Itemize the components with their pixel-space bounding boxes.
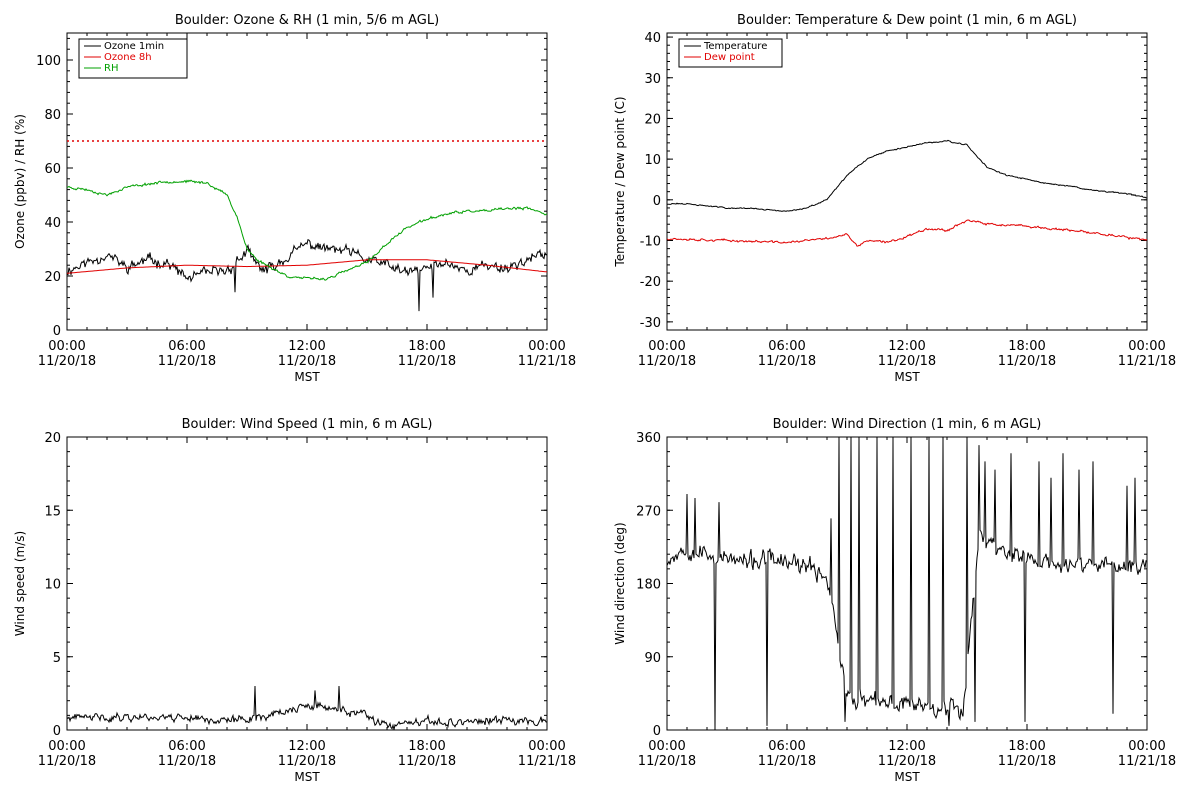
legend-label: Ozone 1min bbox=[104, 41, 164, 52]
legend-label: Temperature bbox=[703, 41, 767, 52]
y-tick-label: -30 bbox=[640, 316, 661, 331]
y-tick-label: 0 bbox=[53, 724, 61, 739]
x-tick-date: 11/20/18 bbox=[398, 754, 456, 769]
plot-frame bbox=[66, 436, 548, 731]
chart-title: Boulder: Ozone & RH (1 min, 5/6 m AGL) bbox=[175, 13, 439, 28]
x-tick-date: 11/20/18 bbox=[878, 354, 936, 369]
series-line-dew-point bbox=[667, 219, 1147, 247]
y-tick-label: 15 bbox=[44, 504, 61, 519]
x-tick-date: 11/20/18 bbox=[278, 354, 336, 369]
y-tick-label: 5 bbox=[53, 651, 61, 666]
x-tick-time: 12:00 bbox=[888, 739, 925, 754]
chart-title: Boulder: Wind Direction (1 min, 6 m AGL) bbox=[773, 417, 1042, 432]
x-tick-date: 11/20/18 bbox=[878, 754, 936, 769]
x-tick-time: 12:00 bbox=[288, 739, 325, 754]
x-axis-label: MST bbox=[294, 370, 320, 384]
legend-label: RH bbox=[104, 63, 118, 74]
y-axis-label: Wind direction (deg) bbox=[613, 522, 627, 644]
x-tick-time: 18:00 bbox=[408, 339, 445, 354]
chart-title: Boulder: Wind Speed (1 min, 6 m AGL) bbox=[182, 417, 433, 432]
plot-frame bbox=[666, 32, 1148, 331]
y-axis-label: Wind speed (m/s) bbox=[13, 531, 27, 636]
legend-box bbox=[678, 38, 783, 68]
series-line-temperature bbox=[667, 139, 1147, 212]
chart-ozone: Boulder: Ozone & RH (1 min, 5/6 m AGL) 0 2… bbox=[13, 13, 576, 384]
x-tick-date: 11/20/18 bbox=[38, 754, 96, 769]
x-tick-time: 12:00 bbox=[888, 339, 925, 354]
x-tick-date: 11/20/18 bbox=[398, 354, 456, 369]
x-tick-time: 12:00 bbox=[288, 339, 325, 354]
x-tick-date: 11/21/18 bbox=[518, 354, 576, 369]
x-tick-date: 11/21/18 bbox=[518, 754, 576, 769]
x-tick-date: 11/21/18 bbox=[1118, 754, 1176, 769]
y-tick-label: 360 bbox=[636, 431, 661, 446]
y-tick-label: 180 bbox=[636, 578, 661, 593]
chart-ws: Boulder: Wind Speed (1 min, 6 m AGL) 0 5 10… bbox=[13, 417, 576, 784]
series-line-ws bbox=[67, 685, 547, 730]
x-tick-date: 11/20/18 bbox=[758, 354, 816, 369]
y-tick-label: 40 bbox=[44, 216, 61, 231]
y-tick-label: 90 bbox=[644, 651, 661, 666]
x-tick-date: 11/20/18 bbox=[998, 754, 1056, 769]
x-tick-time: 18:00 bbox=[408, 739, 445, 754]
x-tick-time: 00:00 bbox=[648, 739, 685, 754]
y-tick-label: 0 bbox=[53, 324, 61, 339]
chart-wd: Boulder: Wind Direction (1 min, 6 m AGL)… bbox=[613, 417, 1176, 784]
y-tick-label: 10 bbox=[644, 153, 661, 168]
series-line-rh bbox=[67, 179, 547, 281]
x-tick-time: 06:00 bbox=[168, 339, 205, 354]
y-tick-label: 0 bbox=[653, 194, 661, 209]
y-tick-label: 20 bbox=[44, 270, 61, 285]
legend-label: Dew point bbox=[704, 52, 755, 63]
y-axis-label: Temperature / Dew point (C) bbox=[613, 96, 627, 267]
x-axis-label: MST bbox=[894, 770, 920, 784]
x-tick-date: 11/20/18 bbox=[38, 354, 96, 369]
legend-label: Ozone 8h bbox=[104, 52, 152, 63]
y-tick-label: 30 bbox=[644, 72, 661, 87]
x-tick-time: 18:00 bbox=[1008, 739, 1045, 754]
x-axis-label: MST bbox=[294, 770, 320, 784]
chart-temp: Boulder: Temperature & Dew point (1 min,… bbox=[613, 13, 1176, 384]
x-tick-time: 00:00 bbox=[528, 739, 565, 754]
x-tick-time: 18:00 bbox=[1008, 339, 1045, 354]
y-tick-label: 0 bbox=[653, 724, 661, 739]
chart-title: Boulder: Temperature & Dew point (1 min,… bbox=[737, 13, 1077, 28]
x-tick-time: 00:00 bbox=[648, 339, 685, 354]
x-tick-time: 00:00 bbox=[48, 339, 85, 354]
x-tick-date: 11/21/18 bbox=[1118, 354, 1176, 369]
x-tick-time: 00:00 bbox=[1128, 339, 1165, 354]
y-tick-label: 80 bbox=[44, 108, 61, 123]
series-line-ozone-1min bbox=[67, 239, 547, 312]
y-tick-label: 20 bbox=[44, 431, 61, 446]
x-tick-date: 11/20/18 bbox=[278, 754, 336, 769]
x-tick-date: 11/20/18 bbox=[158, 754, 216, 769]
y-tick-label: 100 bbox=[36, 54, 61, 69]
x-tick-date: 11/20/18 bbox=[998, 354, 1056, 369]
series-line-wd bbox=[667, 437, 1147, 730]
y-tick-label: 10 bbox=[44, 578, 61, 593]
x-tick-time: 06:00 bbox=[768, 739, 805, 754]
x-tick-time: 06:00 bbox=[168, 739, 205, 754]
x-tick-time: 06:00 bbox=[768, 339, 805, 354]
y-tick-label: -20 bbox=[640, 275, 661, 290]
x-tick-time: 00:00 bbox=[48, 739, 85, 754]
y-tick-label: 60 bbox=[44, 162, 61, 177]
x-tick-date: 11/20/18 bbox=[158, 354, 216, 369]
x-tick-date: 11/20/18 bbox=[638, 754, 696, 769]
y-tick-label: -10 bbox=[640, 234, 661, 249]
y-tick-label: 20 bbox=[644, 112, 661, 127]
y-tick-label: 40 bbox=[644, 31, 661, 46]
x-tick-date: 11/20/18 bbox=[758, 754, 816, 769]
series-line-ozone-8h bbox=[67, 259, 547, 274]
x-axis-label: MST bbox=[894, 370, 920, 384]
y-axis-label: Ozone (ppbv) / RH (%) bbox=[13, 114, 27, 249]
x-tick-date: 11/20/18 bbox=[638, 354, 696, 369]
x-tick-time: 00:00 bbox=[1128, 739, 1165, 754]
y-tick-label: 270 bbox=[636, 504, 661, 519]
x-tick-time: 00:00 bbox=[528, 339, 565, 354]
plot-frame bbox=[666, 436, 1148, 731]
